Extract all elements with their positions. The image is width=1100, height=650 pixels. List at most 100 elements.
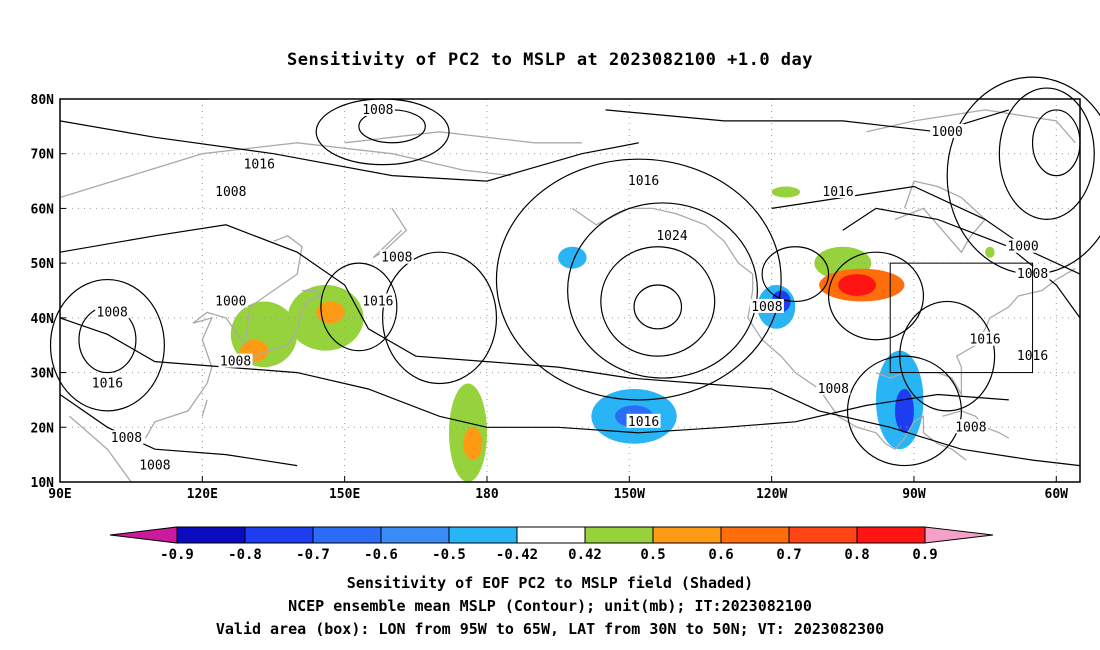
colorbar-label: 0.6	[708, 547, 733, 563]
contour-label-text: 1016	[92, 377, 123, 392]
colorbar: -0.9 -0.8 -0.7 -0.6 -0.5 -0.42 0.42 0.5 0.6 0.7 0.…	[109, 526, 994, 563]
colorbar-label: 0.7	[776, 547, 801, 563]
mslp-contours	[49, 76, 1100, 467]
coastline	[866, 109, 1076, 144]
contour-label-text: 1008	[751, 300, 782, 315]
contour-label: 1008	[95, 304, 130, 320]
isobar	[600, 246, 716, 357]
coastline	[572, 207, 967, 461]
contour-label-text: 1008	[215, 185, 246, 200]
colorbar-label: -0.6	[364, 547, 398, 563]
map-frame	[59, 98, 1081, 483]
contour-label-text: 1000	[215, 294, 246, 309]
lat-tick-label: 20N	[31, 421, 55, 436]
caption-contour: NCEP ensemble mean MSLP (Contour); unit(…	[288, 597, 812, 615]
contour-label: 1016	[242, 156, 277, 173]
contour-label-bg	[821, 184, 856, 199]
colorbar-label: -0.8	[228, 547, 262, 563]
sensitivity-patch	[838, 274, 876, 296]
contour-label-text: 1016	[628, 174, 659, 189]
isobar	[899, 300, 996, 412]
isobar	[771, 185, 1081, 275]
contour-label-text: 1008	[220, 355, 251, 370]
contour-label-bg	[242, 156, 277, 171]
coastline	[201, 399, 208, 417]
contour-label-text: 1008	[955, 420, 986, 435]
contour-label: 1024	[655, 227, 689, 244]
lon-tick-label: 90W	[902, 487, 926, 502]
contour-label-bg	[1006, 238, 1041, 253]
colorbar-swatch	[584, 526, 654, 544]
colorbar-swatch	[380, 526, 450, 544]
contour-label-bg	[360, 101, 395, 116]
coastline	[59, 142, 511, 199]
contour-label: 1000	[1006, 238, 1041, 255]
contour-label-bg	[218, 353, 253, 368]
lat-tick-label: 70N	[31, 148, 55, 163]
contour-label-text: 1000	[932, 125, 963, 140]
sensitivity-patch	[771, 186, 801, 198]
sensitivity-patch	[463, 427, 483, 461]
isobar	[846, 355, 962, 467]
caption-valid-area: Valid area (box): LON from 95W to 65W, L…	[215, 620, 885, 638]
lat-tick-label: 40N	[31, 312, 55, 327]
contour-label: 1016	[360, 293, 395, 309]
contour-label-text: 1008	[362, 103, 393, 118]
isobar	[59, 120, 639, 182]
contour-label: 1008	[213, 184, 248, 200]
contour-label: 1008	[749, 298, 784, 315]
isobar	[495, 158, 782, 401]
isobar	[567, 202, 758, 379]
contour-label: 1000	[930, 123, 965, 140]
contour-label-text: 1016	[822, 185, 853, 200]
contour-label: 1016	[626, 413, 661, 430]
lat-tick-label: 60N	[31, 202, 55, 217]
colorbar-swatch	[856, 526, 926, 544]
coastline	[344, 131, 582, 144]
lon-tick-label: 90E	[48, 487, 71, 502]
contour-label-bg	[655, 227, 689, 242]
contour-label: 1016	[626, 173, 661, 189]
colorbar-label: -0.42	[496, 547, 538, 563]
colorbar-label: 0.9	[912, 547, 937, 563]
valid-area-box	[889, 262, 1034, 374]
sensitivity-patch	[558, 246, 587, 269]
lon-tick-label: 120E	[187, 487, 218, 502]
caption-shading: Sensitivity of EOF PC2 to MSLP field (Sh…	[346, 574, 754, 592]
colorbar-swatch	[720, 526, 790, 544]
contour-label-bg	[109, 430, 144, 445]
contour-label-bg	[968, 331, 1003, 346]
lat-tick-label: 50N	[31, 257, 55, 272]
contour-label: 1008	[953, 419, 988, 435]
contour-label: 1008	[379, 249, 414, 266]
colorbar-extend-high	[924, 526, 994, 544]
contour-label-text: 1008	[818, 382, 849, 397]
contour-label-text: 1008	[97, 305, 128, 320]
colorbar-swatch	[448, 526, 518, 544]
contour-label: 1016	[968, 331, 1003, 348]
contour-label-bg	[953, 419, 988, 434]
colorbar-label: -0.7	[296, 547, 330, 563]
colorbar-label: 0.5	[640, 547, 665, 563]
contour-label-bg	[137, 457, 172, 472]
contour-label: 1008	[218, 353, 253, 370]
contour-label-bg	[95, 304, 130, 319]
contour-label-text: 1016	[244, 158, 275, 173]
colorbar-label: -0.5	[432, 547, 466, 563]
colorbar-swatch	[788, 526, 858, 544]
colorbar-label: 0.42	[568, 547, 602, 563]
contour-label-bg	[816, 380, 851, 395]
lon-tick-label: 180	[475, 487, 499, 502]
coastline	[894, 180, 987, 254]
contour-label-text: 1000	[1007, 240, 1038, 255]
contour-label-text: 1008	[111, 431, 142, 446]
colorbar-swatch	[652, 526, 722, 544]
lon-tick-label: 150E	[329, 487, 360, 502]
contour-label-bg	[930, 123, 965, 138]
isobar	[49, 278, 165, 412]
contour-label-bg	[749, 298, 784, 313]
contour-label-text: 1016	[362, 294, 393, 309]
colorbar-swatch	[516, 526, 586, 544]
contour-label-text: 1016	[628, 415, 659, 430]
